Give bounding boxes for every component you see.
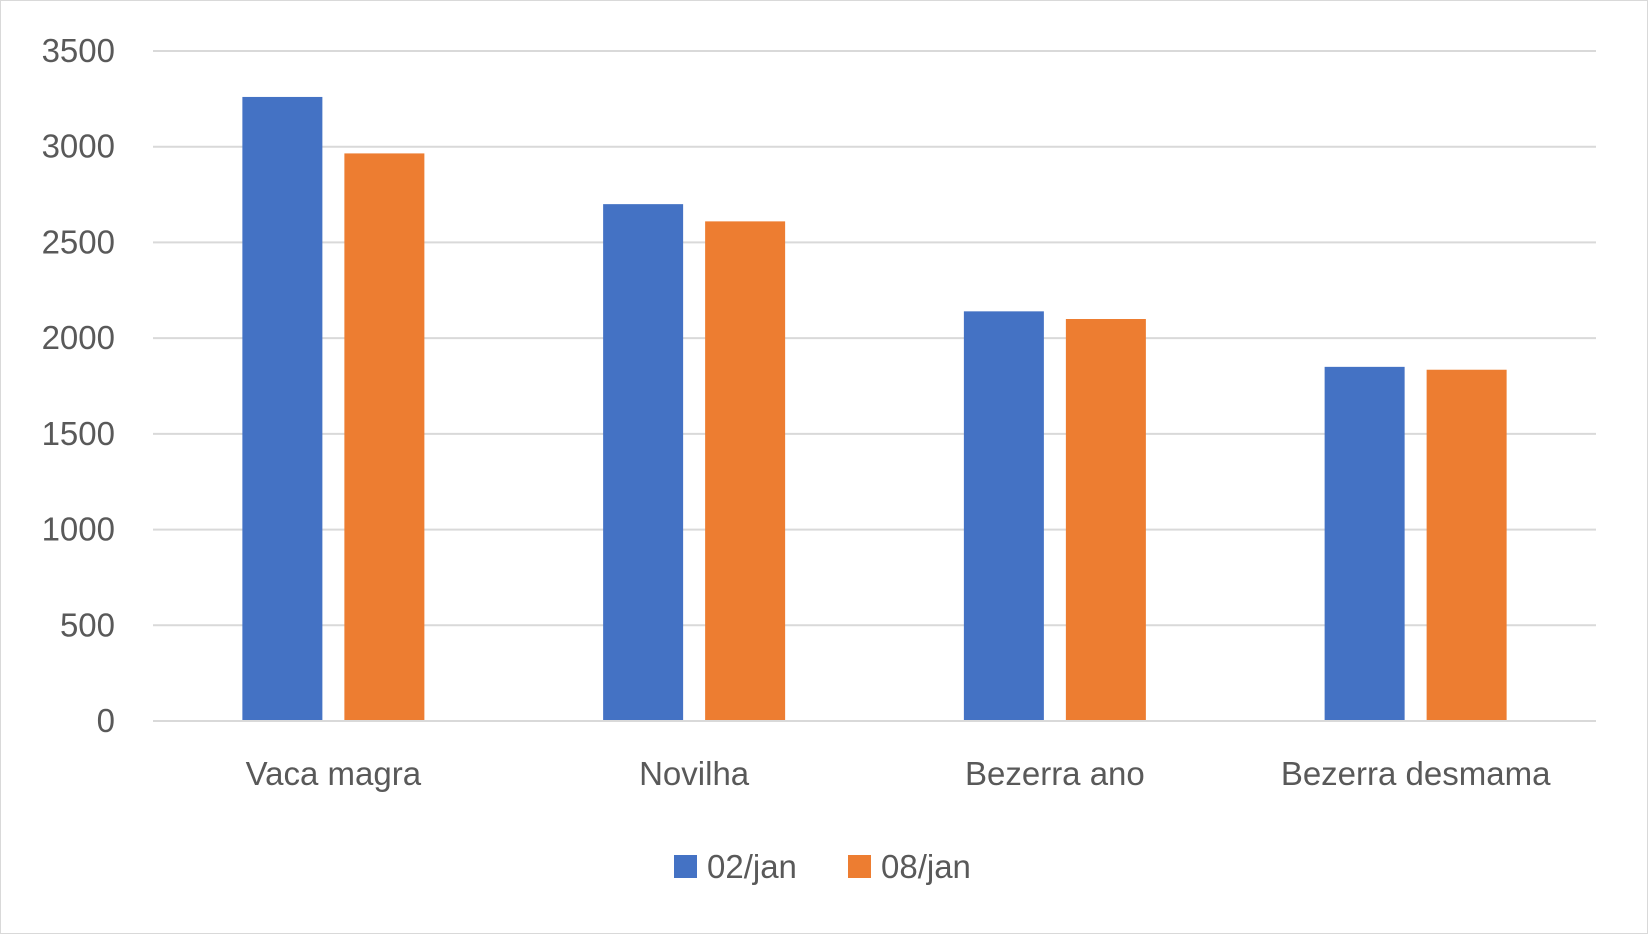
x-category-label: Bezerra ano <box>965 755 1145 792</box>
y-tick-label: 2500 <box>42 223 115 260</box>
legend-swatch <box>674 855 697 878</box>
y-axis-tick-labels: 0 500 1000 1500 2000 2500 3000 3500 <box>42 32 115 739</box>
y-tick-label: 2000 <box>42 319 115 356</box>
y-tick-label: 1000 <box>42 511 115 548</box>
bar-08-jan-3 <box>1426 369 1507 721</box>
legend-label: 08/jan <box>881 848 971 885</box>
x-category-label: Vaca magra <box>246 755 422 792</box>
bar-02-jan-1 <box>603 204 684 722</box>
bar-02-jan-3 <box>1324 366 1405 721</box>
bar-08-jan-1 <box>705 221 786 721</box>
y-tick-label: 500 <box>60 606 115 643</box>
legend: 02/jan 08/jan <box>674 848 971 885</box>
y-tick-label: 3000 <box>42 128 115 165</box>
y-tick-label: 1500 <box>42 415 115 452</box>
x-category-label: Bezerra desmama <box>1281 755 1551 792</box>
y-tick-label: 0 <box>97 702 115 739</box>
legend-label: 02/jan <box>707 848 797 885</box>
bar-02-jan-0 <box>242 96 323 721</box>
bar-02-jan-2 <box>963 311 1044 721</box>
bar-08-jan-0 <box>344 153 425 721</box>
legend-swatch <box>848 855 871 878</box>
bar-08-jan-2 <box>1065 319 1146 721</box>
y-tick-label: 3500 <box>42 32 115 69</box>
x-axis-category-labels: Vaca magra Novilha Bezerra ano Bezerra desm… <box>246 755 1551 792</box>
bars <box>242 96 1507 722</box>
x-category-label: Novilha <box>639 755 750 792</box>
